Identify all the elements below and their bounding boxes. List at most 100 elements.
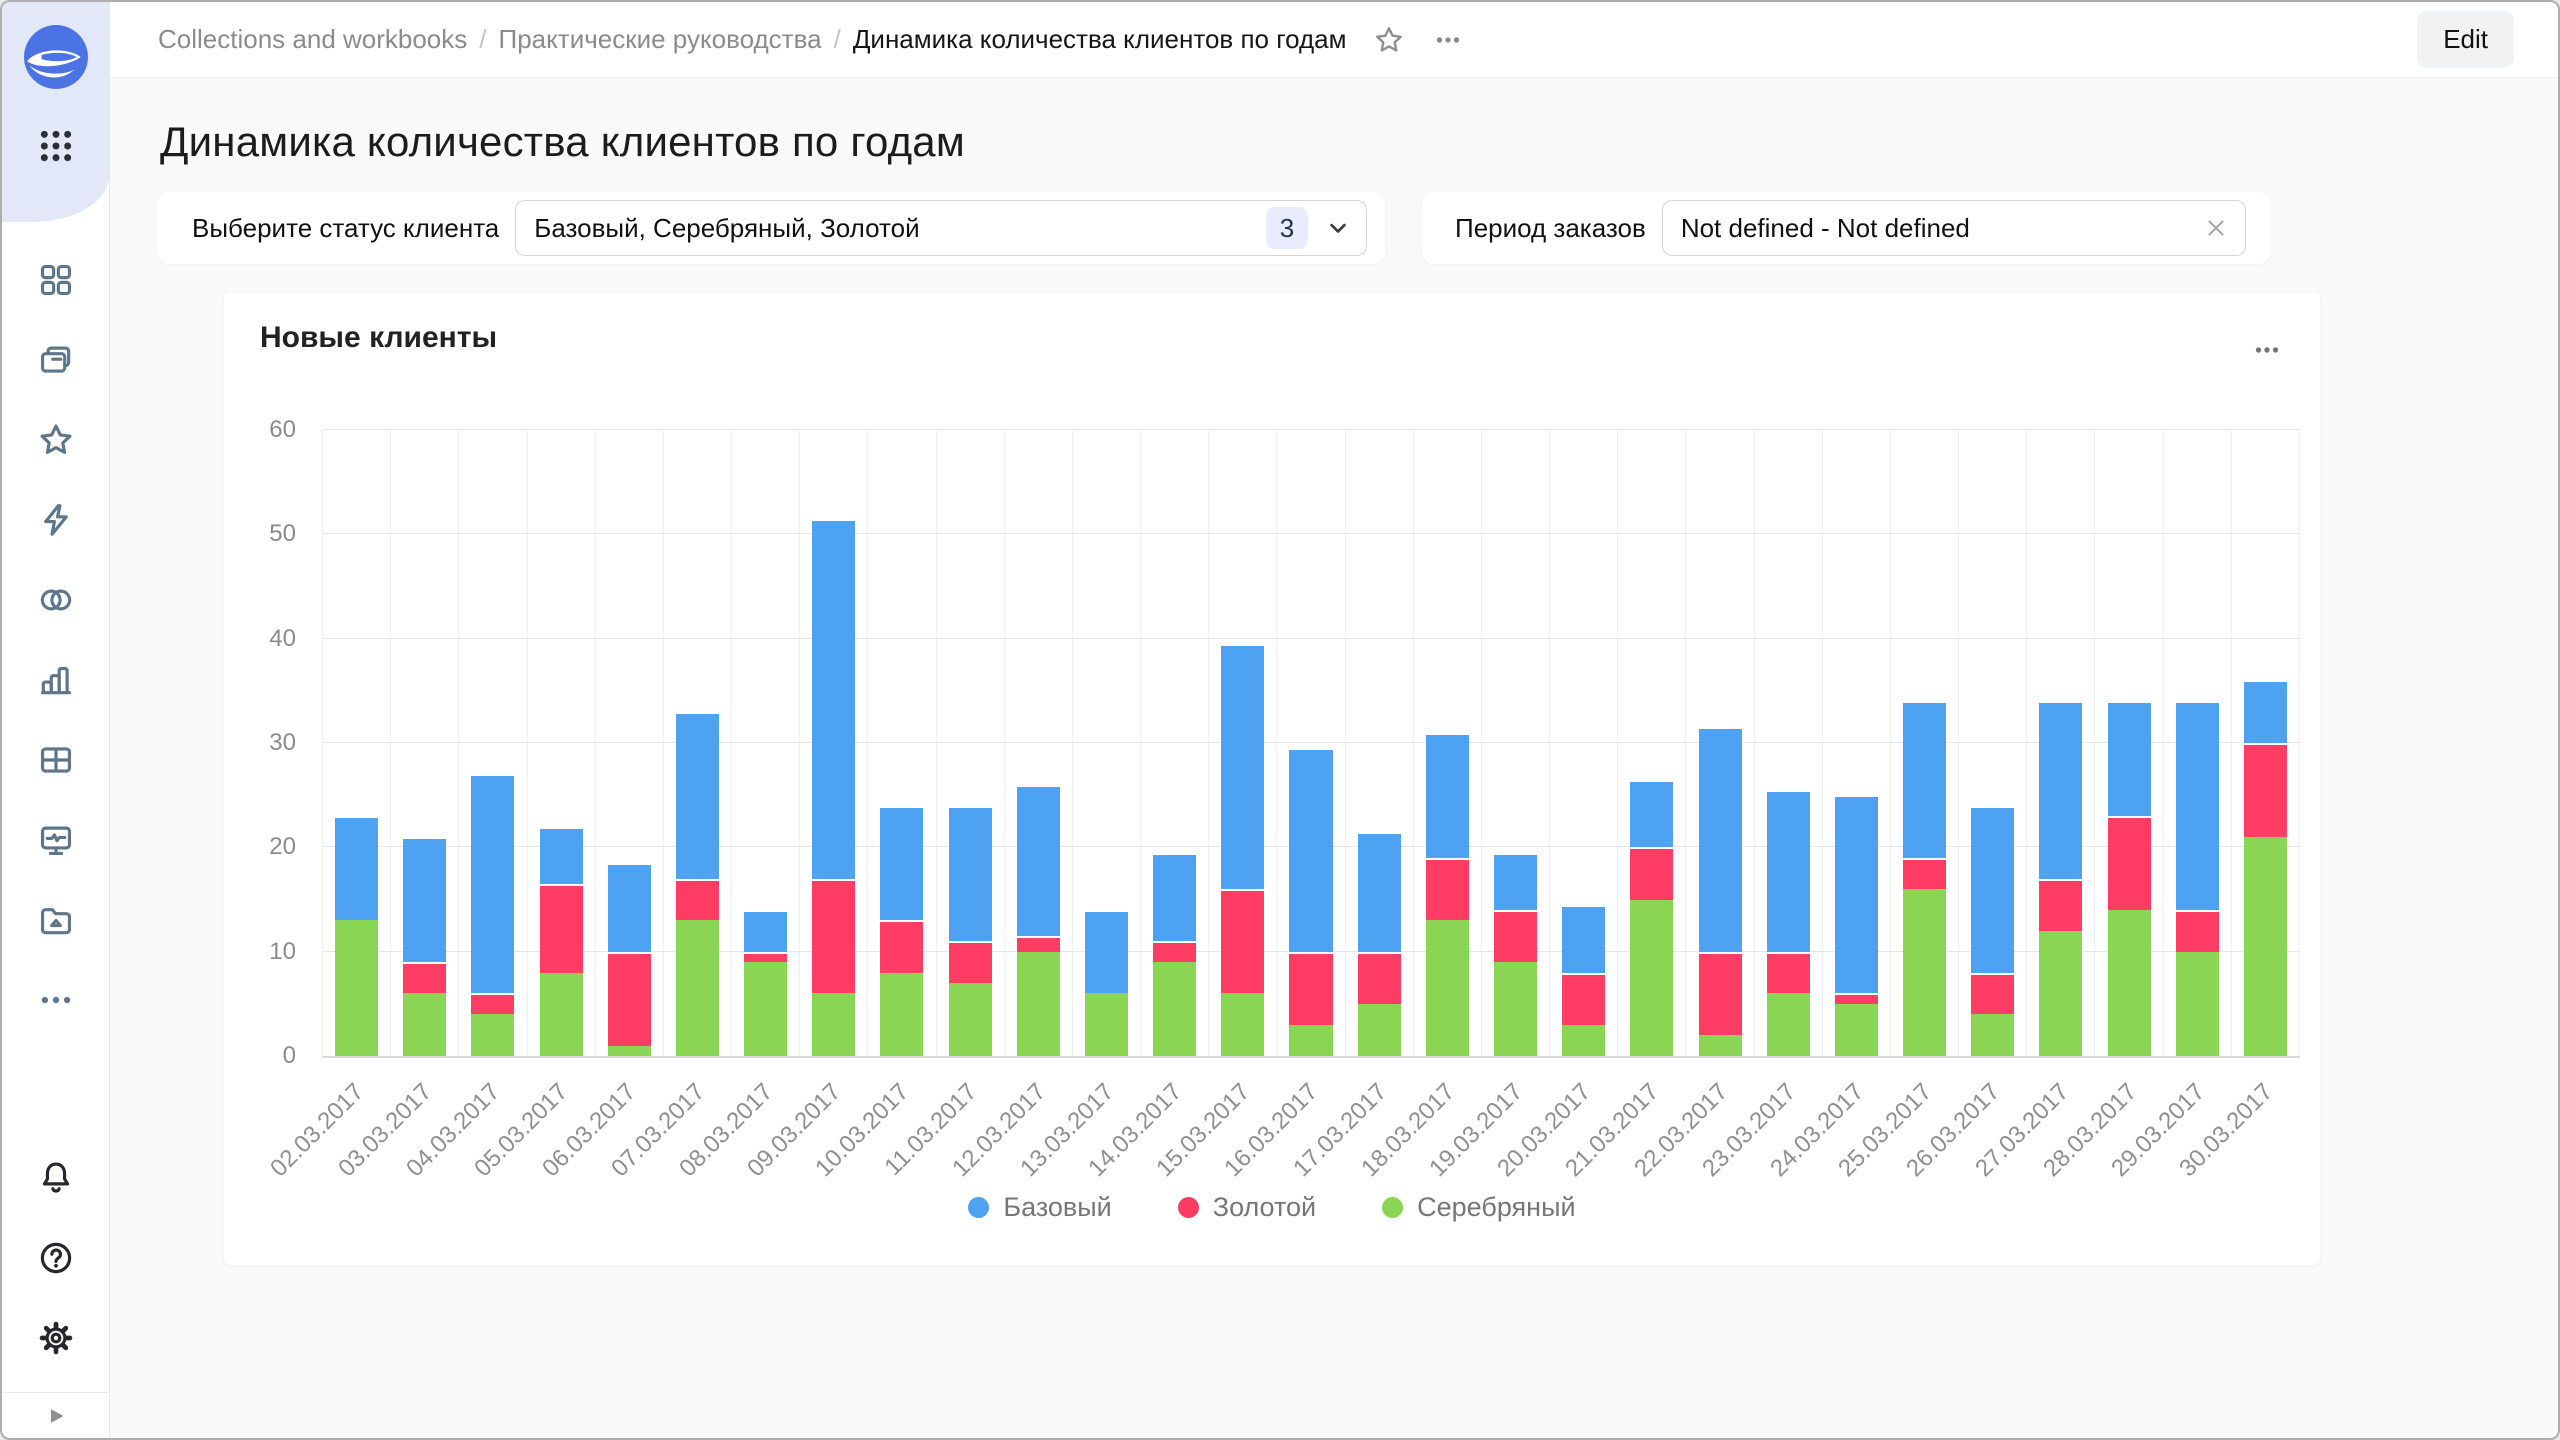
bar-segment-Базовый[interactable] [1971,805,2015,973]
bar-segment-Базовый[interactable] [1153,852,1197,942]
stacked-bar[interactable] [2039,430,2083,1056]
page-more-button[interactable] [1431,23,1465,57]
bar-segment-Серебряный[interactable] [2243,836,2287,1056]
bar-segment-Базовый[interactable] [403,836,447,963]
stacked-bar[interactable] [1221,430,1265,1056]
bar-segment-Золотой[interactable] [539,883,583,973]
bar-segment-Золотой[interactable] [1289,951,1333,1025]
bar-segment-Золотой[interactable] [1971,972,2015,1015]
bar-segment-Базовый[interactable] [1903,701,1947,858]
sidebar-item-notifications[interactable] [24,1138,88,1218]
stacked-bar[interactable] [1766,430,1810,1056]
bar-segment-Серебряный[interactable] [948,982,992,1056]
bar-segment-Серебряный[interactable] [539,972,583,1056]
sidebar-expand[interactable] [2,1392,109,1438]
legend-item-Золотой[interactable]: Золотой [1177,1192,1316,1223]
bar-segment-Золотой[interactable] [1562,972,1606,1025]
edit-button[interactable]: Edit [2417,11,2514,68]
bar-segment-Серебряный[interactable] [1903,889,1947,1056]
bar-segment-Серебряный[interactable] [1084,993,1128,1056]
bar-segment-Золотой[interactable] [1425,857,1469,921]
bar-segment-Серебряный[interactable] [1494,962,1538,1056]
bar-segment-Серебряный[interactable] [1153,962,1197,1056]
bar-segment-Серебряный[interactable] [1289,1024,1333,1056]
bar-segment-Серебряный[interactable] [1698,1035,1742,1056]
bar-segment-Базовый[interactable] [2175,701,2219,910]
stacked-bar[interactable] [880,430,924,1056]
stacked-bar[interactable] [1084,430,1128,1056]
bar-segment-Базовый[interactable] [1289,748,1333,952]
status-select[interactable]: Базовый, Серебряный, Золотой 3 [515,200,1367,256]
stacked-bar[interactable] [1357,430,1401,1056]
sidebar-item-charts[interactable] [24,640,88,720]
bar-segment-Серебряный[interactable] [812,993,856,1056]
bar-segment-Золотой[interactable] [1016,936,1060,952]
clear-icon[interactable] [2203,215,2229,241]
breadcrumb-workbook[interactable]: Практические руководства [498,24,822,54]
bar-segment-Серебряный[interactable] [2039,930,2083,1056]
bar-segment-Золотой[interactable] [880,920,924,973]
stacked-bar[interactable] [2107,430,2151,1056]
bar-segment-Серебряный[interactable] [1016,951,1060,1056]
stacked-bar[interactable] [948,430,992,1056]
bar-segment-Базовый[interactable] [2243,680,2287,744]
bar-segment-Базовый[interactable] [880,805,924,921]
stacked-bar[interactable] [1971,430,2015,1056]
bar-segment-Серебряный[interactable] [2175,951,2219,1056]
bar-segment-Базовый[interactable] [1425,732,1469,858]
bar-segment-Серебряный[interactable] [880,972,924,1056]
sidebar-item-datasets[interactable] [24,560,88,640]
sidebar-item-tables[interactable] [24,720,88,800]
stacked-bar[interactable] [744,430,788,1056]
bar-segment-Золотой[interactable] [2243,743,2287,837]
stacked-bar[interactable] [403,430,447,1056]
apps-grid-icon[interactable] [36,126,76,166]
bar-segment-Базовый[interactable] [471,774,515,994]
bar-segment-Базовый[interactable] [1834,795,1878,994]
stacked-bar[interactable] [1016,430,1060,1056]
sidebar-item-monitoring[interactable] [24,800,88,880]
sidebar-item-favorites[interactable] [24,400,88,480]
bar-segment-Золотой[interactable] [675,878,719,921]
stacked-bar[interactable] [812,430,856,1056]
bar-segment-Базовый[interactable] [1084,909,1128,994]
bar-segment-Золотой[interactable] [1766,951,1810,994]
stacked-bar[interactable] [1494,430,1538,1056]
stacked-bar[interactable] [1425,430,1469,1056]
bar-segment-Серебряный[interactable] [1971,1014,2015,1056]
bar-segment-Базовый[interactable] [2107,701,2151,817]
bar-segment-Золотой[interactable] [1903,857,1947,890]
bar-segment-Золотой[interactable] [607,951,651,1046]
sidebar-item-storage[interactable] [24,880,88,960]
bar-segment-Золотой[interactable] [1357,951,1401,1004]
bar-segment-Серебряный[interactable] [1834,1003,1878,1056]
bar-segment-Золотой[interactable] [1630,847,1674,900]
bar-segment-Золотой[interactable] [1153,941,1197,963]
bar-segment-Золотой[interactable] [812,878,856,994]
stacked-bar[interactable] [1834,430,1878,1056]
stacked-bar[interactable] [1153,430,1197,1056]
sidebar-item-collections[interactable] [24,320,88,400]
stacked-bar[interactable] [539,430,583,1056]
bar-segment-Серебряный[interactable] [1630,899,1674,1056]
stacked-bar[interactable] [2243,430,2287,1056]
bar-segment-Серебряный[interactable] [335,920,379,1056]
bar-segment-Серебряный[interactable] [2107,909,2151,1056]
sidebar-item-help[interactable] [24,1218,88,1298]
bar-segment-Базовый[interactable] [948,805,992,942]
bar-segment-Золотой[interactable] [744,951,788,963]
bar-segment-Золотой[interactable] [1834,993,1878,1004]
bar-segment-Серебряный[interactable] [744,962,788,1056]
bar-segment-Базовый[interactable] [1016,784,1060,937]
bar-segment-Серебряный[interactable] [1562,1024,1606,1056]
bar-segment-Серебряный[interactable] [1425,920,1469,1056]
bar-segment-Базовый[interactable] [1357,831,1401,952]
stacked-bar[interactable] [1289,430,1333,1056]
bar-segment-Золотой[interactable] [2039,878,2083,931]
bar-segment-Серебряный[interactable] [471,1014,515,1056]
bar-segment-Золотой[interactable] [403,962,447,994]
bar-segment-Золотой[interactable] [2175,909,2219,952]
bar-segment-Базовый[interactable] [1766,789,1810,952]
legend-item-Серебряный[interactable]: Серебряный [1382,1192,1576,1223]
stacked-bar[interactable] [1562,430,1606,1056]
